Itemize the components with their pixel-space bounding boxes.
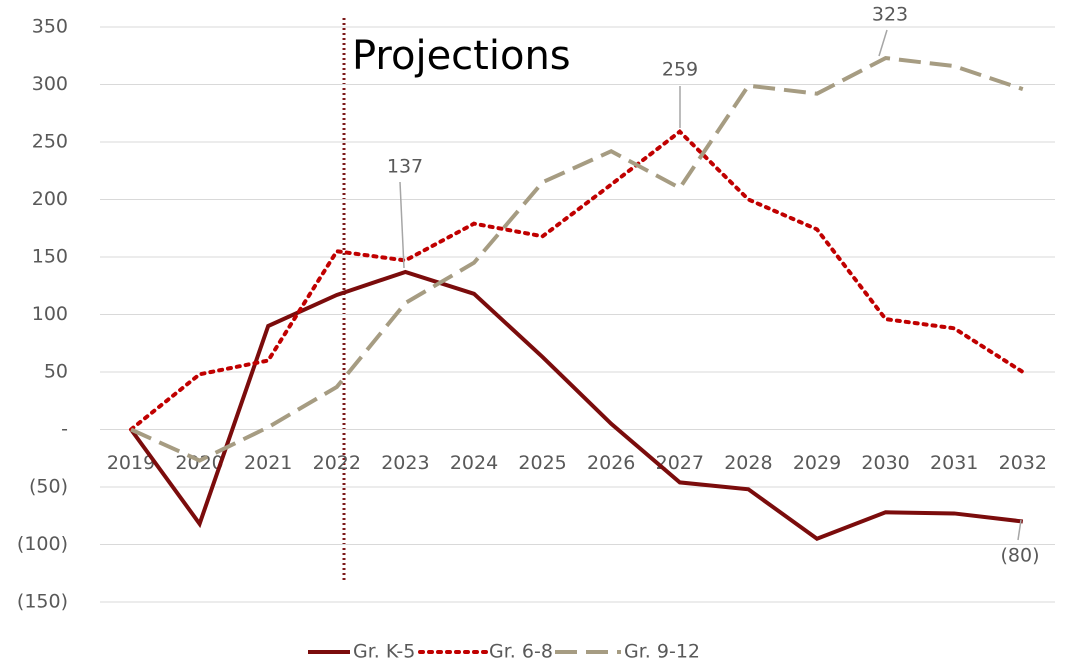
- leader-line: [399, 181, 405, 269]
- series-line: [129, 269, 1024, 542]
- series-line: [130, 55, 1024, 463]
- x-tick-label: 2030: [861, 452, 909, 474]
- y-tick-label: 200: [32, 188, 68, 210]
- plot: (150) (100) (50) - 50 100 150 200 250 300 350 2019 2…: [17, 4, 1055, 663]
- y-tick-label: 150: [32, 246, 68, 268]
- y-tick-label: (50): [29, 476, 68, 498]
- data-label: 137: [387, 156, 423, 178]
- data-label: (80): [1000, 545, 1039, 567]
- y-tick-label: (100): [17, 533, 68, 555]
- series-line: [129, 128, 1025, 432]
- y-tick-label: -: [61, 418, 68, 440]
- x-tick-label: 2023: [381, 452, 429, 474]
- projection-label: Projections: [352, 33, 571, 79]
- x-tick-label: 2020: [175, 452, 223, 474]
- x-tick-label: 2019: [107, 452, 155, 474]
- x-tick-label: 2026: [587, 452, 635, 474]
- x-tick-label: 2031: [930, 452, 978, 474]
- x-tick-label: 2032: [999, 452, 1047, 474]
- y-tick-label: 100: [32, 303, 68, 325]
- y-tick-label: 50: [44, 361, 68, 383]
- y-tick-label: 300: [32, 73, 68, 95]
- y-tick-label: (150): [17, 591, 68, 613]
- x-tick-label: 2025: [518, 452, 566, 474]
- data-label: 259: [662, 59, 698, 81]
- legend-label: Gr. K-5: [353, 641, 415, 663]
- x-tick-label: 2027: [656, 452, 704, 474]
- leader-line: [878, 29, 888, 57]
- leader-line: [1017, 519, 1022, 541]
- legend-label: Gr. 6-8: [489, 641, 553, 663]
- x-tick-label: 2029: [793, 452, 841, 474]
- x-tick-label: 2021: [244, 452, 292, 474]
- x-tick-label: 2028: [724, 452, 772, 474]
- y-tick-label: 250: [32, 131, 68, 153]
- y-tick-label: 350: [32, 16, 68, 38]
- x-tick-label: 2024: [450, 452, 498, 474]
- x-tick-label: 2022: [313, 452, 361, 474]
- legend-label: Gr. 9-12: [624, 641, 700, 663]
- data-label: 323: [872, 4, 908, 26]
